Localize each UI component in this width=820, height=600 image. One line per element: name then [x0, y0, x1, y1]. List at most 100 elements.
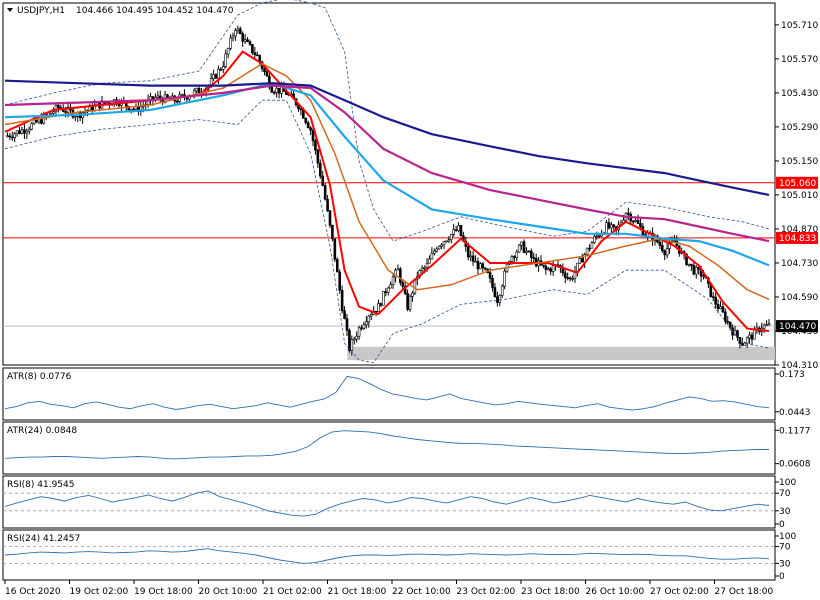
- candle-bear: [214, 74, 218, 79]
- candle-bear: [403, 285, 407, 294]
- candle-bear: [263, 68, 266, 72]
- candle-bear: [513, 256, 516, 258]
- dropdown-triangle-icon[interactable]: [7, 8, 13, 12]
- candle-bear: [530, 250, 533, 258]
- time-axis: 16 Oct 2020 19 Oct 02:00 19 Oct 18:00 20 Oc…: [4, 580, 774, 597]
- candle-bear: [481, 263, 485, 269]
- price-tick-label: 105.290: [781, 123, 818, 133]
- candle-bull: [765, 324, 768, 327]
- candle-bull: [437, 245, 441, 250]
- moving-average-purple: [4, 84, 770, 243]
- rsi8-tick-label: 70: [779, 489, 791, 499]
- candle-bull: [275, 87, 278, 93]
- candle-bull: [357, 327, 361, 337]
- candle-bear: [64, 111, 67, 113]
- candle-bull: [382, 291, 385, 306]
- candle-bear: [197, 87, 201, 94]
- rsi24-tick-label: 100: [779, 532, 796, 542]
- candle-bear: [549, 268, 553, 272]
- atr24-title: ATR(24) 0.0848: [7, 426, 77, 436]
- rsi8-tick-label: 0: [779, 520, 785, 530]
- time-tick-label: 27 Oct 02:00: [650, 587, 709, 597]
- time-tick-label: 27 Oct 18:00: [715, 587, 774, 597]
- candle-bull: [224, 53, 228, 67]
- candle-bear: [309, 127, 312, 131]
- price-pane[interactable]: USDJPY,H1 104.466 104.495 104.452 104.47…: [2, 0, 818, 371]
- rsi8-tick-label: 100: [779, 478, 796, 488]
- rsi24-tick-label: 30: [779, 559, 791, 569]
- time-tick-label: 16 Oct 2020: [5, 587, 61, 597]
- candle-bear: [379, 303, 383, 306]
- candle-bull: [355, 335, 358, 340]
- support-zone: [347, 346, 775, 361]
- rsi24-tick-label: 0: [779, 572, 785, 582]
- current-price-box: [776, 320, 818, 333]
- candle-bear: [23, 129, 26, 134]
- price-pane-border: [2, 2, 776, 366]
- candle-bull: [229, 37, 232, 49]
- candle-bear: [338, 271, 342, 291]
- candle-bear: [311, 129, 315, 142]
- candle-bull: [15, 130, 19, 135]
- candle-bull: [546, 268, 550, 270]
- candle-bear: [522, 241, 526, 253]
- candle-bear: [466, 246, 470, 258]
- atr8-tick-label: 0.173: [779, 370, 805, 380]
- candle-bear: [607, 222, 611, 229]
- candle-bear: [568, 277, 572, 280]
- candle-bull: [236, 28, 240, 31]
- candle-bear: [345, 318, 349, 331]
- atr24-tick-label: 0.0608: [779, 460, 811, 470]
- price-tick-label: 104.310: [781, 361, 818, 371]
- candle-bear: [736, 330, 739, 338]
- candle-bull: [457, 225, 460, 232]
- candle-bear: [454, 229, 458, 232]
- moving-average-cyan: [4, 82, 770, 267]
- candle-bear: [685, 253, 688, 266]
- candle-bull: [195, 87, 198, 92]
- atr24-pane[interactable]: ATR(24) 0.0848 0.1177 0.0608: [2, 421, 811, 475]
- price-tick-label: 104.590: [781, 293, 818, 303]
- rsi8-pane-border: [2, 475, 776, 529]
- candle-bull: [217, 68, 220, 79]
- candle-bull: [745, 337, 749, 344]
- bollinger-lower: [4, 99, 770, 364]
- symbol-timeframe: USDJPY,H1: [17, 6, 65, 16]
- candle-bull: [430, 252, 434, 260]
- candle-bull: [49, 112, 53, 115]
- price-tick-label: 105.430: [781, 89, 818, 99]
- candle-bull: [665, 248, 669, 256]
- candle-bull: [212, 74, 215, 79]
- candle-bear: [476, 260, 480, 270]
- candle-bear: [660, 245, 664, 252]
- candle-bear: [496, 296, 499, 303]
- candle-bull: [469, 255, 472, 258]
- atr24-line: [4, 430, 769, 460]
- candle-bear: [255, 54, 259, 57]
- candle-bull: [595, 235, 599, 238]
- candle-bear: [658, 241, 662, 246]
- candle-bull: [396, 268, 400, 271]
- candle-bear: [343, 310, 346, 320]
- level-label-box: [776, 176, 818, 189]
- time-tick-label: 19 Oct 02:00: [70, 587, 129, 597]
- candle-bull: [593, 236, 596, 243]
- candle-bull: [610, 224, 613, 229]
- candle-bull: [498, 295, 502, 303]
- candle-bear: [40, 118, 43, 124]
- candle-bear: [328, 210, 332, 226]
- atr24-tick-label: 0.1177: [779, 426, 811, 436]
- candle-bear: [639, 223, 642, 227]
- candle-bear: [532, 257, 536, 259]
- candle-bull: [425, 262, 429, 268]
- candle-bull: [605, 222, 608, 234]
- time-tick-label: 23 Oct 18:00: [521, 587, 580, 597]
- time-tick-label: 26 Oct 10:00: [586, 587, 645, 597]
- atr8-pane[interactable]: ATR(8) 0.0776 0.173 0.0443: [2, 367, 811, 421]
- candle-bear: [483, 267, 487, 270]
- candle-bull: [221, 66, 225, 70]
- candle-bear: [340, 290, 344, 312]
